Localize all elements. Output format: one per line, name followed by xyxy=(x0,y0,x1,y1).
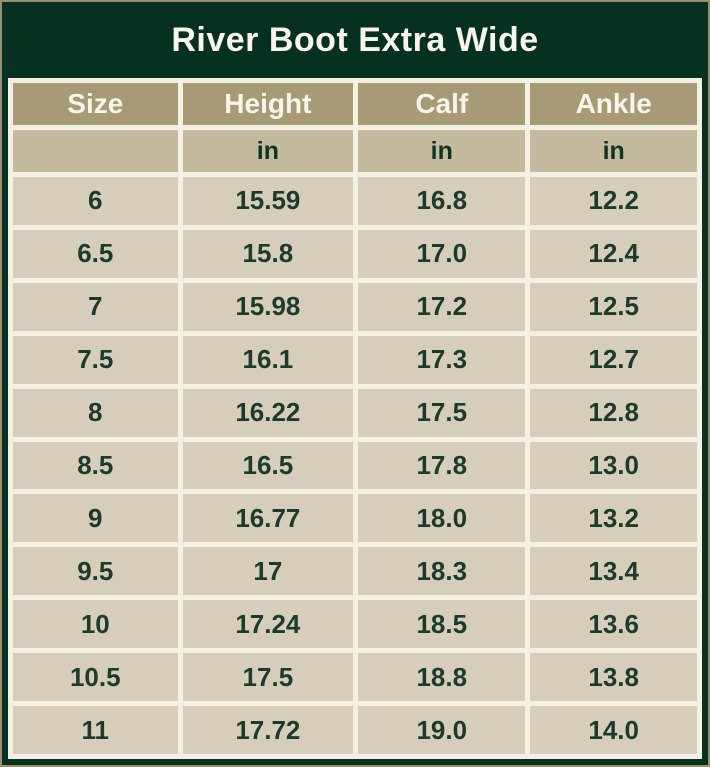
table-cell: 16.5 xyxy=(182,441,354,490)
table-cell: 17.5 xyxy=(182,653,354,702)
units-cell xyxy=(13,130,178,172)
column-header: Height xyxy=(182,83,354,125)
table-cell: 14.0 xyxy=(530,706,697,754)
table-cell: 17.2 xyxy=(358,282,526,331)
title-bar: River Boot Extra Wide xyxy=(8,2,702,78)
table-cell: 7 xyxy=(13,282,178,331)
table-cell: 13.4 xyxy=(530,547,697,596)
table-row: 8.5 16.5 17.8 13.0 xyxy=(13,441,697,490)
page-title: River Boot Extra Wide xyxy=(171,20,539,59)
table-cell: 8.5 xyxy=(13,441,178,490)
table-row: 9.5 17 18.3 13.4 xyxy=(13,547,697,596)
table-row: 7 15.98 17.2 12.5 xyxy=(13,282,697,331)
table-cell: 18.3 xyxy=(358,547,526,596)
table-cell: 12.8 xyxy=(530,388,697,437)
units-cell: in xyxy=(358,130,526,172)
table-cell: 13.0 xyxy=(530,441,697,490)
table-cell: 9 xyxy=(13,494,178,543)
column-header: Calf xyxy=(358,83,526,125)
table-cell: 19.0 xyxy=(358,706,526,754)
table-cell: 12.5 xyxy=(530,282,697,331)
table-cell: 16.8 xyxy=(358,177,526,225)
table-cell: 6.5 xyxy=(13,229,178,278)
table-cell: 8 xyxy=(13,388,178,437)
table-cell: 10.5 xyxy=(13,653,178,702)
table-cell: 15.59 xyxy=(182,177,354,225)
table-cell: 17.8 xyxy=(358,441,526,490)
size-chart-table: Size Height Calf Ankle in in in 6 15.59 16.8 12.… xyxy=(8,78,702,759)
table-cell: 15.8 xyxy=(182,229,354,278)
table-row: 8 16.22 17.5 12.8 xyxy=(13,388,697,437)
units-row: in in in xyxy=(13,130,697,172)
table-cell: 10 xyxy=(13,600,178,649)
header-row: Size Height Calf Ankle xyxy=(13,83,697,125)
table-cell: 6 xyxy=(13,177,178,225)
table-row: 6 15.59 16.8 12.2 xyxy=(13,177,697,225)
table-cell: 13.8 xyxy=(530,653,697,702)
table-cell: 18.0 xyxy=(358,494,526,543)
table-cell: 7.5 xyxy=(13,335,178,384)
column-header: Ankle xyxy=(530,83,697,125)
table-cell: 16.77 xyxy=(182,494,354,543)
table-row: 11 17.72 19.0 14.0 xyxy=(13,706,697,754)
units-cell: in xyxy=(182,130,354,172)
table-cell: 12.4 xyxy=(530,229,697,278)
table-row: 9 16.77 18.0 13.2 xyxy=(13,494,697,543)
table-cell: 11 xyxy=(13,706,178,754)
table-row: 7.5 16.1 17.3 12.7 xyxy=(13,335,697,384)
table-body: 6 15.59 16.8 12.2 6.5 15.8 17.0 12.4 7 15.98 17.2 1… xyxy=(13,177,697,754)
table-cell: 13.2 xyxy=(530,494,697,543)
table-row: 10.5 17.5 18.8 13.8 xyxy=(13,653,697,702)
table-cell: 17.0 xyxy=(358,229,526,278)
table-row: 6.5 15.8 17.0 12.4 xyxy=(13,229,697,278)
table-cell: 18.5 xyxy=(358,600,526,649)
table-cell: 15.98 xyxy=(182,282,354,331)
units-cell: in xyxy=(530,130,697,172)
table-cell: 12.7 xyxy=(530,335,697,384)
table-row: 10 17.24 18.5 13.6 xyxy=(13,600,697,649)
table-cell: 16.22 xyxy=(182,388,354,437)
table-cell: 17.72 xyxy=(182,706,354,754)
table-cell: 13.6 xyxy=(530,600,697,649)
table-cell: 12.2 xyxy=(530,177,697,225)
table-cell: 17 xyxy=(182,547,354,596)
table-cell: 9.5 xyxy=(13,547,178,596)
table-cell: 17.5 xyxy=(358,388,526,437)
column-header: Size xyxy=(13,83,178,125)
table-cell: 17.24 xyxy=(182,600,354,649)
table-cell: 18.8 xyxy=(358,653,526,702)
table-cell: 17.3 xyxy=(358,335,526,384)
table-cell: 16.1 xyxy=(182,335,354,384)
